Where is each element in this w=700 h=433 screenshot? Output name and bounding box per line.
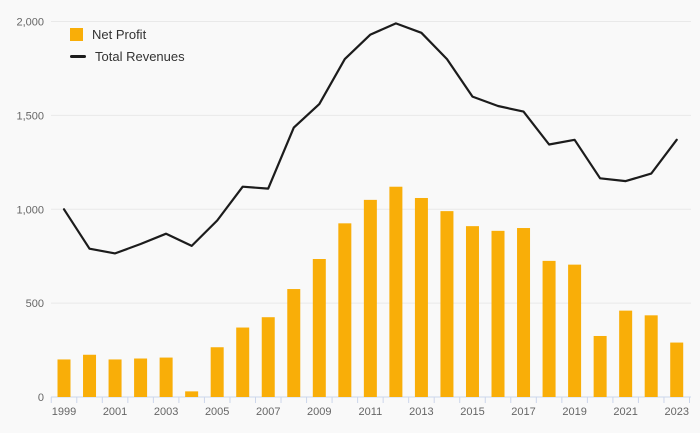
x-axis-label: 2001: [103, 406, 127, 418]
bar-2011: [363, 199, 377, 397]
bar-2020: [593, 335, 607, 397]
bar-2019: [568, 264, 582, 397]
bar-2001: [108, 359, 122, 397]
bar-2016: [491, 230, 505, 397]
bar-2006: [236, 327, 250, 397]
y-axis-label: 1,000: [16, 204, 44, 216]
bar-2010: [338, 223, 352, 397]
bar-2015: [465, 226, 479, 397]
legend-item-total-revenues[interactable]: Total Revenues: [70, 49, 185, 64]
bar-2013: [414, 197, 428, 397]
x-axis-label: 1999: [52, 406, 76, 418]
y-axis-label: 0: [38, 392, 44, 404]
total-revenues-line: [62, 22, 678, 255]
bar-2009: [312, 259, 326, 397]
bar-2012: [389, 186, 403, 397]
x-axis-label: 2003: [154, 406, 178, 418]
bar-2022: [644, 315, 658, 397]
x-axis-label: 2017: [511, 406, 535, 418]
bar-2021: [619, 310, 633, 397]
bar-2004: [185, 391, 199, 397]
total-revenues-line-icon: [70, 55, 86, 58]
y-axis-label: 1,500: [16, 110, 44, 122]
bar-2018: [542, 260, 556, 397]
x-axis-label: 2021: [613, 406, 637, 418]
x-axis-label: 2019: [562, 406, 586, 418]
y-axis-label: 500: [26, 298, 44, 310]
x-axis-label: 2007: [256, 406, 280, 418]
bar-2005: [210, 347, 224, 397]
bar-2003: [159, 357, 173, 397]
bar-2008: [287, 289, 301, 397]
x-axis-label: 2015: [460, 406, 484, 418]
chart-legend: Net Profit Total Revenues: [70, 27, 185, 64]
bar-2007: [261, 317, 275, 397]
legend-label-total-revenues: Total Revenues: [95, 49, 185, 64]
x-axis-label: 2009: [307, 406, 331, 418]
bar-2000: [83, 354, 97, 397]
x-axis-label: 2011: [359, 406, 383, 418]
x-axis-label: 2023: [664, 406, 688, 418]
y-axis-label: 2,000: [16, 17, 44, 29]
net-profit-swatch-icon: [70, 28, 83, 41]
bar-2017: [517, 228, 531, 397]
x-axis-label: 2005: [205, 406, 229, 418]
legend-label-net-profit: Net Profit: [92, 27, 147, 42]
bar-2023: [670, 342, 684, 397]
bar-1999: [57, 359, 71, 397]
legend-item-net-profit[interactable]: Net Profit: [70, 27, 185, 42]
bar-2002: [134, 358, 148, 397]
bar-2014: [440, 211, 454, 397]
x-axis-label: 2013: [409, 406, 433, 418]
